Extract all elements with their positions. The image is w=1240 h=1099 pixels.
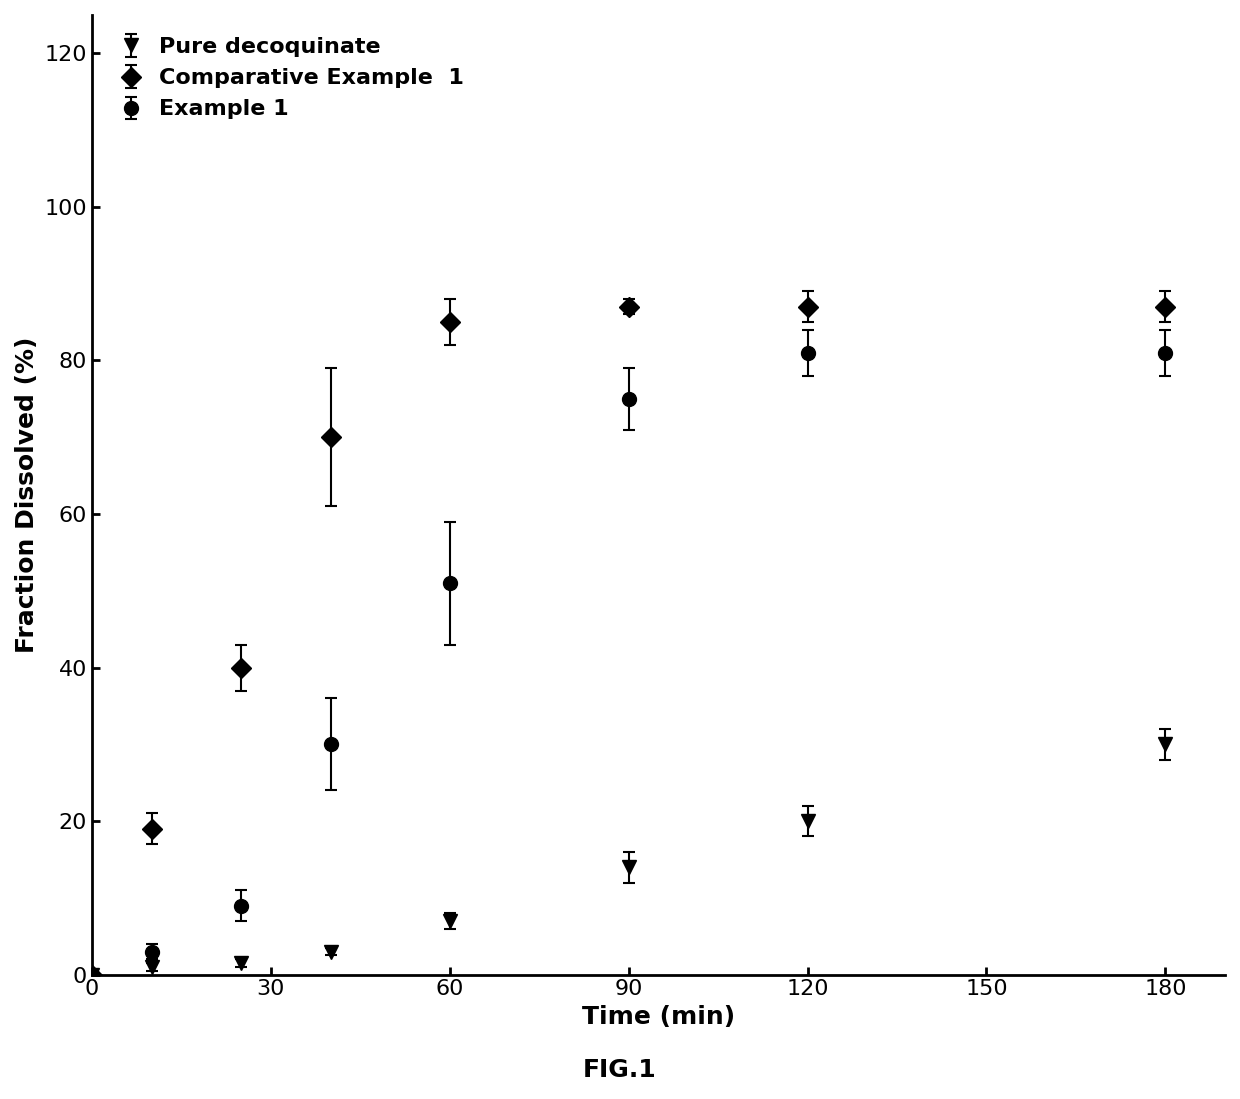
X-axis label: Time (min): Time (min): [582, 1006, 735, 1029]
Legend: Pure decoquinate, Comparative Example  1, Example 1: Pure decoquinate, Comparative Example 1,…: [103, 26, 475, 131]
Y-axis label: Fraction Dissolved (%): Fraction Dissolved (%): [15, 336, 38, 653]
Text: FIG.1: FIG.1: [583, 1058, 657, 1083]
